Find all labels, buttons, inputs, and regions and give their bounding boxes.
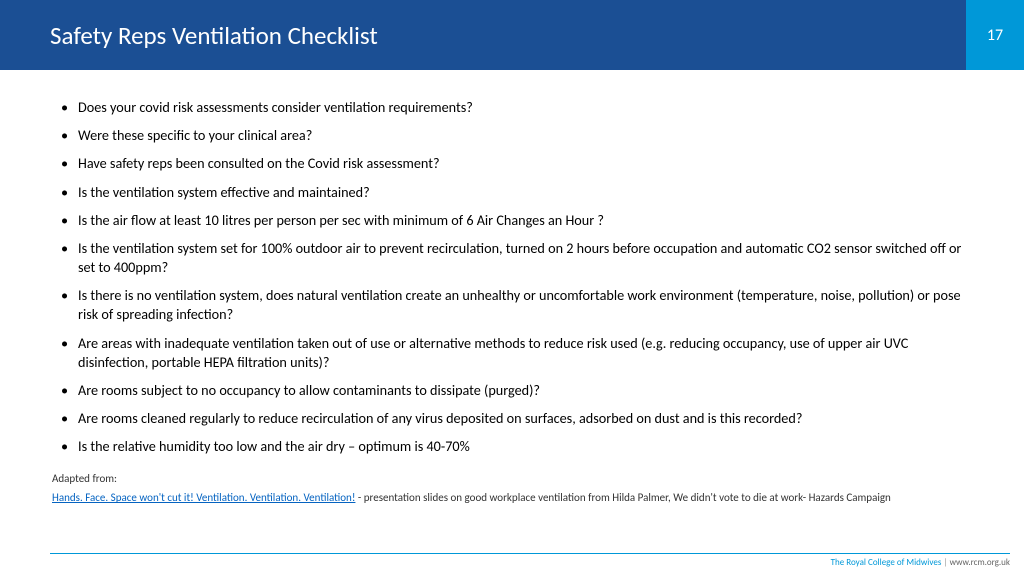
footer-url: www.rcm.org.uk — [950, 557, 1010, 568]
list-item: Are rooms subject to no occupancy to all… — [52, 381, 972, 400]
attribution-link[interactable]: Hands. Face. Space won't cut it! Ventila… — [52, 491, 355, 504]
list-item: Is the ventilation system set for 100% o… — [52, 239, 972, 277]
list-item: Is the ventilation system effective and … — [52, 183, 972, 202]
attribution-label: Adapted from: — [52, 472, 972, 485]
list-item: Are areas with inadequate ventilation ta… — [52, 334, 972, 372]
attribution-line: Hands. Face. Space won't cut it! Ventila… — [52, 491, 972, 504]
slide-content: Does your covid risk assessments conside… — [0, 70, 1024, 504]
attribution-block: Adapted from: Hands. Face. Space won't c… — [52, 472, 972, 504]
footer-org: The Royal College of Midwives — [831, 557, 942, 568]
list-item: Is the relative humidity too low and the… — [52, 437, 972, 456]
list-item: Does your covid risk assessments conside… — [52, 98, 972, 117]
list-item: Are rooms cleaned regularly to reduce re… — [52, 409, 972, 428]
list-item: Have safety reps been consulted on the C… — [52, 154, 972, 173]
footer-sep: | — [941, 557, 949, 568]
page-number-badge: 17 — [966, 0, 1024, 70]
attribution-rest: - presentation slides on good workplace … — [355, 491, 890, 504]
slide-header: Safety Reps Ventilation Checklist 17 — [0, 0, 1024, 70]
slide-title: Safety Reps Ventilation Checklist — [50, 20, 378, 51]
list-item: Is there is no ventilation system, does … — [52, 286, 972, 324]
list-item: Is the air flow at least 10 litres per p… — [52, 211, 972, 230]
list-item: Were these specific to your clinical are… — [52, 126, 972, 145]
slide-footer: The Royal College of Midwives | www.rcm.… — [50, 553, 1010, 568]
checklist: Does your covid risk assessments conside… — [52, 98, 972, 456]
